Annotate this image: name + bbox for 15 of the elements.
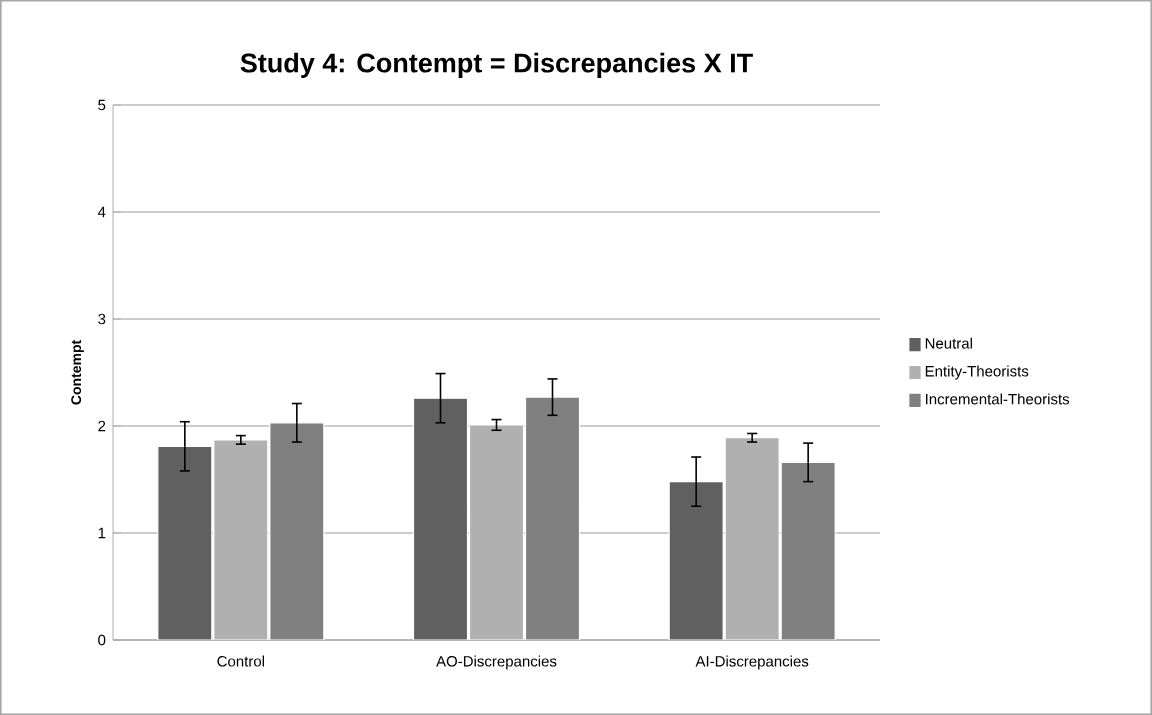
y-tick-label: 5 [98, 99, 106, 111]
legend-label: Entity-Theorists [925, 365, 1029, 380]
y-tick-label: 2 [98, 420, 106, 432]
y-tick-label: 0 [98, 634, 106, 646]
chart-title: Study 4: Contempt = Discrepancies X IT [240, 52, 753, 78]
x-tick-label: Control [217, 655, 264, 667]
y-tick-label: 4 [97, 206, 106, 218]
legend-label: Incremental-Theorists [925, 393, 1070, 405]
x-tick-label: AI-Discrepancies [695, 655, 809, 670]
bar [269, 422, 325, 640]
x-tick-label: AO-Discrepancies [436, 655, 557, 670]
y-axis-title: Contempt [71, 340, 84, 405]
y-tick-label: 3 [98, 313, 106, 325]
legend-label: Neutral [925, 337, 972, 349]
y-tick-label: 1 [98, 527, 106, 539]
